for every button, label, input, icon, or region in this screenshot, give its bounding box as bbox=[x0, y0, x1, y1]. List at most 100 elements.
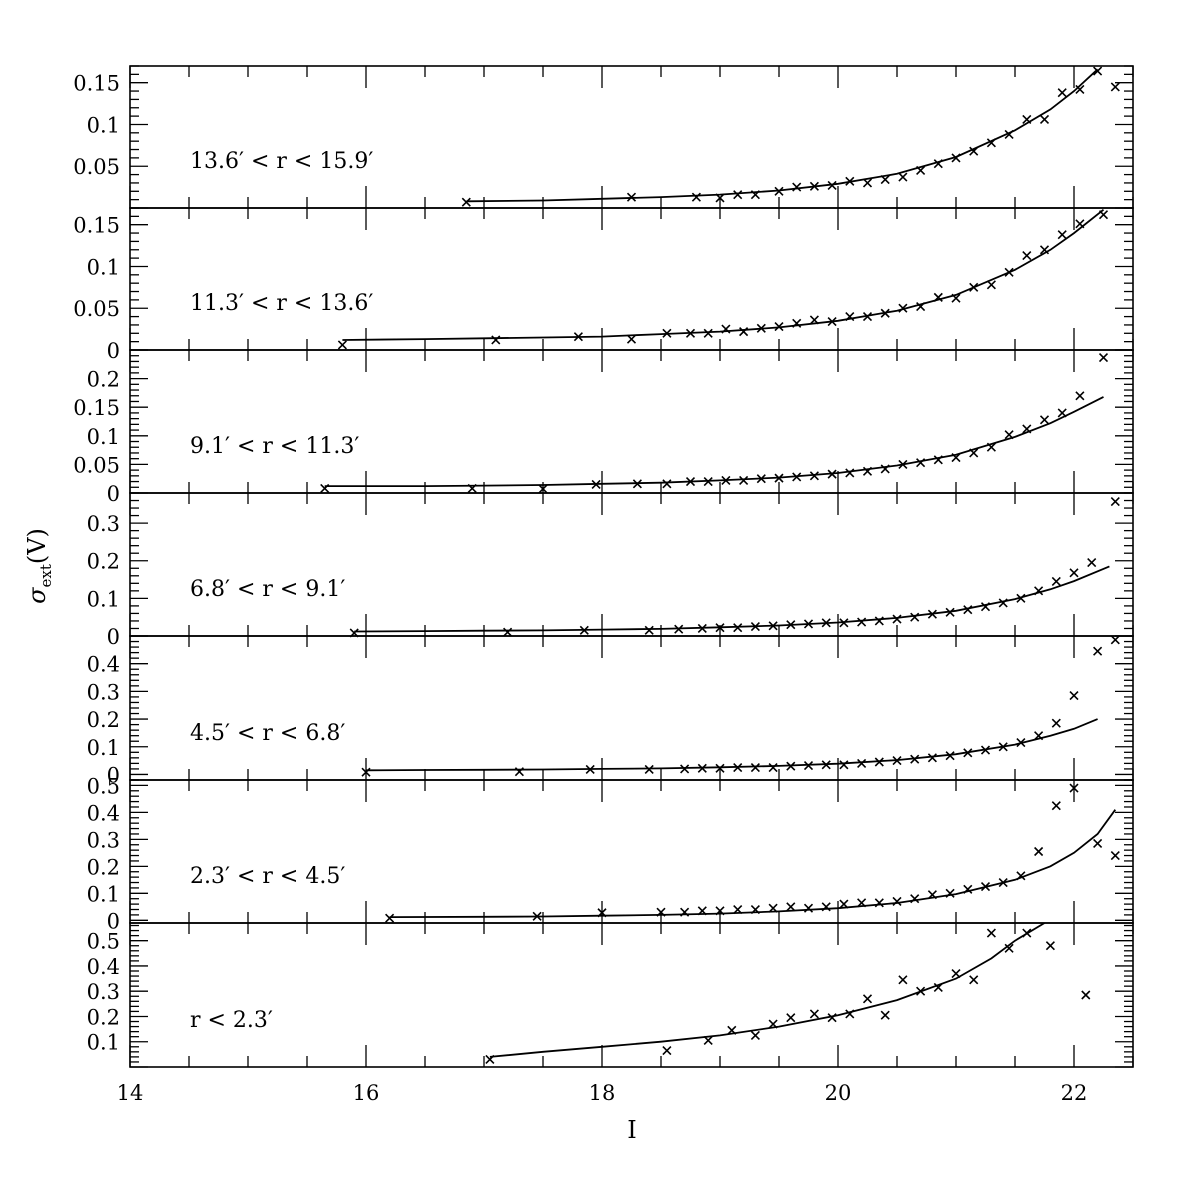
data-point bbox=[845, 1009, 855, 1019]
data-point bbox=[733, 190, 743, 200]
data-point bbox=[739, 327, 749, 337]
data-point bbox=[857, 617, 867, 627]
y-tick-label: 0.2 bbox=[87, 1005, 120, 1029]
data-point bbox=[792, 182, 802, 192]
panel-frame bbox=[129, 922, 1134, 1068]
y-tick-label: 0.3 bbox=[87, 512, 120, 536]
data-point bbox=[821, 902, 831, 912]
panel-label: 11.3′ < r < 13.6′ bbox=[190, 291, 373, 316]
y-tick-label: 0.2 bbox=[87, 550, 120, 574]
data-point bbox=[969, 448, 979, 458]
data-point bbox=[739, 475, 749, 485]
data-point bbox=[1051, 718, 1061, 728]
data-point bbox=[898, 303, 908, 313]
data-point bbox=[839, 899, 849, 909]
data-point bbox=[1110, 497, 1120, 507]
panel-frame bbox=[129, 65, 1134, 209]
data-point bbox=[951, 968, 961, 979]
data-point bbox=[337, 340, 347, 350]
data-point bbox=[963, 884, 973, 894]
y-tick-label: 0.1 bbox=[87, 587, 120, 611]
data-point bbox=[998, 742, 1008, 752]
data-point bbox=[1057, 230, 1067, 240]
data-point bbox=[768, 1019, 778, 1029]
data-point bbox=[461, 197, 471, 207]
data-point bbox=[1039, 245, 1050, 255]
data-point bbox=[1093, 646, 1103, 656]
data-point bbox=[951, 153, 961, 163]
data-point bbox=[1034, 846, 1044, 857]
x-tick-label: 20 bbox=[825, 1081, 852, 1105]
panel-label: r < 2.3′ bbox=[190, 1008, 273, 1033]
data-point bbox=[774, 322, 784, 332]
data-point bbox=[1034, 586, 1044, 596]
data-point bbox=[998, 877, 1008, 888]
data-point bbox=[644, 764, 654, 775]
data-point bbox=[1110, 82, 1120, 92]
panel-1: 0.05 0.1 0.15 13.6′ < r < 15.9′ bbox=[73, 65, 1134, 209]
data-point bbox=[361, 767, 371, 777]
y-tick-label: 0.2 bbox=[87, 708, 120, 732]
data-point bbox=[1098, 352, 1109, 363]
data-point bbox=[1016, 871, 1026, 881]
data-point bbox=[674, 624, 684, 634]
y-tick-label: 0.1 bbox=[87, 736, 120, 760]
data-point bbox=[862, 466, 873, 476]
data-point bbox=[1016, 738, 1026, 748]
data-point bbox=[809, 1009, 819, 1019]
data-point bbox=[1022, 928, 1032, 938]
y-tick-label: 0.3 bbox=[87, 680, 120, 704]
data-point bbox=[986, 138, 996, 148]
data-point bbox=[1004, 267, 1014, 277]
data-point bbox=[662, 1046, 672, 1056]
data-point bbox=[662, 479, 672, 489]
data-point bbox=[821, 618, 831, 628]
data-point bbox=[1069, 690, 1079, 701]
data-point bbox=[1098, 210, 1109, 220]
panel-4: 0 0.1 0.2 0.3 6.8′ < r < 9.1′ bbox=[87, 492, 1134, 649]
panel-2: 0 0.05 0.1 0.15 11.3′ < r < 13.6′ bbox=[73, 207, 1134, 363]
data-point bbox=[1045, 941, 1055, 951]
data-point bbox=[803, 761, 814, 771]
data-point bbox=[626, 192, 637, 202]
data-point bbox=[986, 280, 996, 290]
data-point bbox=[680, 907, 690, 917]
data-point bbox=[1087, 558, 1097, 568]
data-point bbox=[768, 621, 778, 631]
y-tick-label: 0.1 bbox=[87, 113, 120, 137]
y-tick-label: 0 bbox=[107, 625, 120, 649]
panel-frame bbox=[129, 207, 1134, 351]
data-point bbox=[933, 455, 943, 465]
data-point bbox=[626, 334, 637, 344]
data-point bbox=[933, 159, 943, 169]
data-point bbox=[721, 475, 731, 485]
data-point bbox=[809, 471, 819, 481]
x-axis-label: I bbox=[627, 1116, 636, 1144]
y-tick-label: 0 bbox=[107, 909, 120, 933]
data-point bbox=[892, 756, 902, 766]
data-point bbox=[573, 332, 583, 342]
data-point bbox=[874, 757, 884, 767]
data-point bbox=[945, 888, 955, 898]
chart-panels: 0.05 0.1 0.15 13.6′ < r < 15.9′ 0 0.05 0.1 0.15… bbox=[73, 65, 1134, 1105]
data-point bbox=[803, 619, 814, 629]
panel-label: 9.1′ < r < 11.3′ bbox=[190, 434, 359, 459]
data-point bbox=[998, 598, 1008, 608]
data-point bbox=[986, 928, 996, 938]
panel-label: 6.8′ < r < 9.1′ bbox=[190, 577, 345, 602]
data-point bbox=[792, 472, 802, 482]
data-point bbox=[768, 903, 778, 913]
data-point bbox=[756, 323, 766, 333]
y-tick-label: 0.05 bbox=[73, 155, 120, 179]
data-point bbox=[880, 1010, 890, 1020]
data-point bbox=[898, 459, 908, 469]
data-point bbox=[786, 902, 796, 912]
data-point bbox=[845, 176, 855, 186]
y-tick-label: 0.1 bbox=[87, 425, 120, 449]
data-point bbox=[632, 479, 642, 489]
data-point bbox=[721, 324, 731, 334]
y-tick-label: 0.15 bbox=[73, 396, 120, 420]
panel-frame bbox=[129, 635, 1134, 781]
x-tick-label: 14 bbox=[117, 1081, 144, 1105]
